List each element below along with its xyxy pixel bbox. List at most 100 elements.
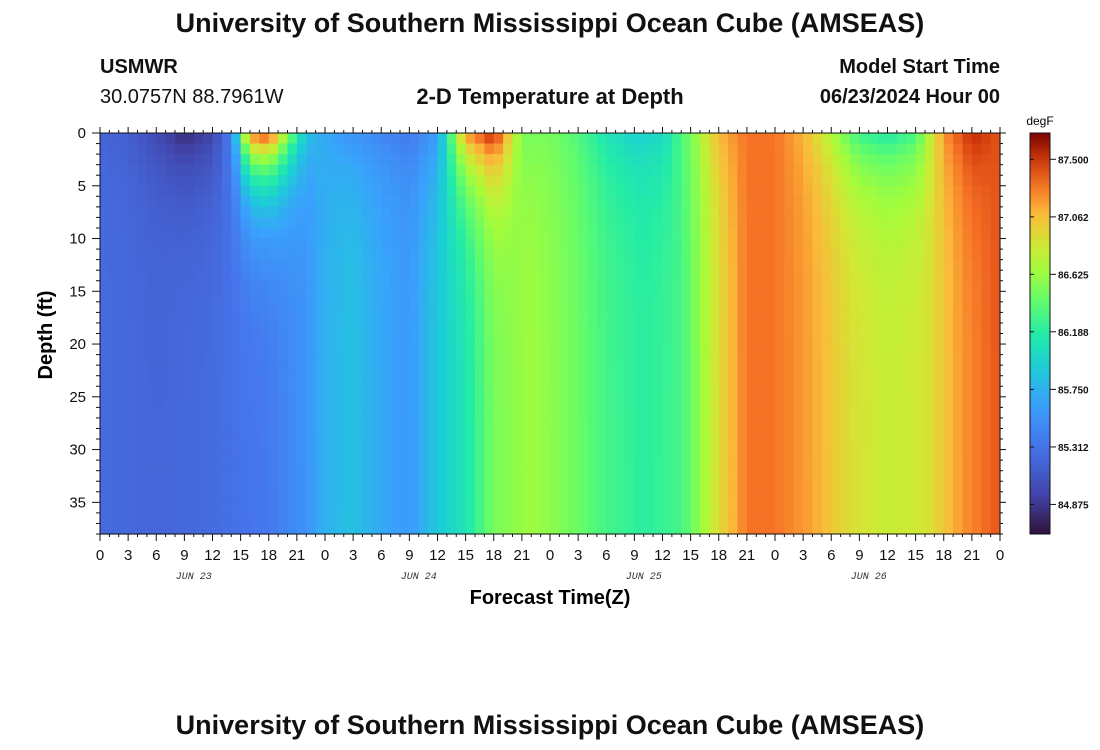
heatmap-cell: [465, 206, 476, 219]
heatmap-cell: [306, 386, 317, 398]
heatmap-cell: [465, 312, 476, 324]
heatmap-cell: [737, 206, 748, 219]
heatmap-cell: [343, 481, 354, 493]
heatmap-cell: [409, 491, 420, 503]
heatmap-cell: [756, 396, 767, 408]
heatmap-cell: [418, 460, 429, 472]
heatmap-cell: [325, 428, 335, 440]
heatmap-cell: [868, 143, 879, 155]
heatmap-cell: [371, 185, 382, 197]
heatmap-cell: [418, 481, 429, 493]
heatmap-cell: [128, 291, 139, 303]
heatmap-cell: [568, 238, 579, 250]
heatmap-cell: [831, 154, 842, 166]
heatmap-cell: [250, 291, 260, 303]
heatmap-cell: [231, 185, 242, 197]
heatmap-cell: [728, 133, 739, 145]
heatmap-cell: [287, 154, 298, 166]
heatmap-cell: [503, 280, 514, 292]
heatmap-cell: [128, 460, 139, 472]
heatmap-cell: [775, 365, 785, 377]
heatmap-cell: [128, 249, 139, 261]
heatmap-cell: [606, 354, 617, 366]
heatmap-cell: [906, 344, 917, 356]
heatmap-cell: [390, 217, 401, 229]
heatmap-cell: [512, 154, 523, 166]
heatmap-cell: [287, 386, 298, 398]
heatmap-cell: [203, 396, 214, 408]
heatmap-cell: [503, 386, 514, 398]
heatmap-cell: [240, 185, 251, 197]
heatmap-cell: [962, 196, 973, 208]
heatmap-cell: [100, 259, 110, 271]
heatmap-cell: [400, 417, 410, 430]
heatmap-cell: [390, 460, 401, 472]
heatmap-cell: [925, 259, 935, 271]
heatmap-cell: [156, 259, 167, 271]
heatmap-cell: [250, 196, 260, 208]
heatmap-cell: [109, 322, 120, 335]
heatmap-cell: [287, 164, 298, 176]
heatmap-cell: [934, 417, 945, 430]
heatmap-cell: [128, 333, 139, 345]
heatmap-cell: [315, 439, 326, 451]
heatmap-cell: [475, 502, 485, 514]
heatmap-cell: [240, 259, 251, 271]
heatmap-cell: [775, 407, 785, 419]
heatmap-cell: [962, 449, 973, 461]
heatmap-cell: [353, 154, 364, 166]
heatmap-cell: [850, 354, 860, 366]
heatmap-cell: [559, 259, 570, 271]
heatmap-cell: [896, 417, 907, 430]
heatmap-cell: [962, 270, 973, 282]
heatmap-cell: [700, 175, 710, 187]
heatmap-cell: [100, 386, 110, 398]
heatmap-cell: [240, 238, 251, 250]
heatmap-cell: [146, 523, 157, 535]
heatmap-cell: [212, 270, 223, 282]
heatmap-cell: [193, 460, 204, 472]
heatmap-cell: [868, 280, 879, 292]
heatmap-cell: [193, 502, 204, 514]
x-tick-label: 18: [710, 547, 727, 564]
heatmap-cell: [821, 439, 832, 451]
heatmap-cell: [287, 143, 298, 155]
heatmap-cell: [381, 375, 392, 387]
heatmap-cell: [896, 386, 907, 398]
heatmap-cell: [662, 470, 673, 482]
heatmap-cell: [915, 227, 926, 240]
heatmap-cell: [165, 344, 176, 356]
heatmap-cell: [906, 291, 917, 303]
heatmap-cell: [868, 386, 879, 398]
heatmap-cell: [643, 291, 654, 303]
heatmap-cell: [250, 333, 260, 345]
heatmap-cell: [400, 386, 410, 398]
heatmap-cell: [690, 460, 701, 472]
heatmap-cell: [756, 259, 767, 271]
heatmap-cell: [981, 523, 992, 535]
heatmap-cell: [990, 206, 1001, 219]
heatmap-cell: [784, 470, 795, 482]
heatmap-cell: [971, 523, 982, 535]
heatmap-cell: [831, 196, 842, 208]
heatmap-cell: [118, 354, 129, 366]
heatmap-cell: [850, 449, 860, 461]
heatmap-cell: [925, 344, 935, 356]
heatmap-cell: [746, 354, 757, 366]
heatmap-cell: [484, 344, 495, 356]
heatmap-cell: [709, 259, 720, 271]
heatmap-cell: [906, 386, 917, 398]
heatmap-cell: [887, 375, 898, 387]
heatmap-cell: [775, 439, 785, 451]
heatmap-cell: [634, 470, 645, 482]
heatmap-cell: [484, 280, 495, 292]
heatmap-cell: [100, 333, 110, 345]
heatmap-cell: [953, 280, 964, 292]
heatmap-cell: [718, 354, 729, 366]
heatmap-cell: [596, 227, 607, 240]
heatmap-cell: [100, 143, 110, 155]
heatmap-cell: [990, 512, 1001, 525]
heatmap-cell: [362, 354, 373, 366]
heatmap-cell: [278, 206, 289, 219]
heatmap-cell: [859, 164, 870, 176]
